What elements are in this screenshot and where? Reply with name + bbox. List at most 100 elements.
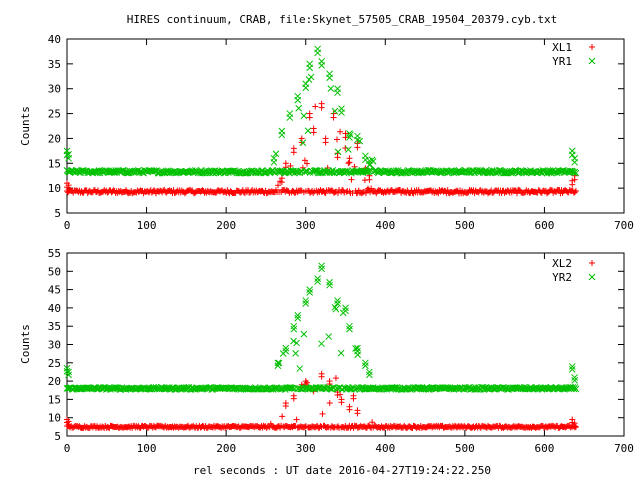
bottom-legend: XL2 YR2 (552, 257, 596, 284)
legend-marker-yr1 (588, 57, 596, 65)
bottom-x-tick-label: 300 (296, 442, 316, 455)
bottom-yr2-point (422, 385, 430, 393)
bottom-yr2-point (63, 364, 71, 372)
top-y-tick-label: 20 (48, 132, 61, 145)
bottom-yr2-point (292, 350, 299, 357)
bottom-yr2-point (294, 311, 302, 319)
bottom-x-tick-label: 0 (64, 442, 71, 455)
top-xl1-point (310, 129, 317, 136)
legend-marker-yr2 (588, 273, 596, 281)
bottom-x-tick-label: 500 (455, 442, 475, 455)
bottom-xl2-point (571, 423, 578, 430)
top-legend-yr1-marker (588, 57, 596, 65)
top-yr1-point (366, 161, 373, 169)
bottom-x-tick-label: 700 (614, 442, 634, 455)
top-xl1-point (362, 190, 369, 197)
top-y-tick-label: 25 (48, 108, 61, 121)
top-yr1-point (286, 114, 294, 121)
top-legend-xl1-marker (589, 44, 595, 50)
bottom-y-tick-label: 15 (48, 393, 61, 406)
top-xl1-point (571, 176, 578, 183)
bottom-yr2-point (331, 303, 339, 311)
bottom-yr2-point (366, 368, 373, 376)
bottom-y-tick-label: 10 (48, 412, 61, 425)
top-data-points (63, 45, 580, 197)
bottom-yr2-point (325, 333, 333, 340)
bottom-xl2-point (326, 400, 333, 407)
legend-label-yr2: YR2 (552, 271, 572, 284)
bottom-yr2-point (290, 322, 298, 330)
bottom-xl2-point (279, 413, 286, 420)
bottom-yr2-point (471, 386, 478, 393)
chart-title: HIRES continuum, CRAB, file:Skynet_57505… (127, 13, 557, 26)
top-x-tick-label: 100 (137, 219, 157, 232)
top-xl1-point (343, 188, 350, 195)
top-yr1-point (299, 139, 307, 147)
bottom-x-tick-label: 400 (375, 442, 395, 455)
top-yr1-point (362, 156, 369, 164)
top-yr1-point (302, 167, 310, 175)
top-xl1-point (306, 114, 313, 121)
top-yr1-point (306, 64, 314, 72)
top-y-tick-label: 5 (54, 207, 61, 220)
bottom-yr2-point (302, 300, 310, 307)
legend-label-xl1: XL1 (552, 41, 572, 54)
top-yr1-point (476, 167, 484, 174)
bottom-yr2-point (362, 362, 369, 370)
bottom-xl2-point (302, 381, 309, 388)
top-xl1-point (278, 179, 285, 186)
bottom-y-tick-label: 30 (48, 339, 61, 352)
legend-marker-xl1 (589, 44, 595, 50)
bottom-yr2-point (428, 384, 436, 391)
bottom-yr2-point (231, 384, 238, 392)
bottom-yr2-point (342, 304, 349, 312)
top-xl1-point (335, 189, 342, 196)
bottom-legend-yr2-marker (588, 273, 596, 281)
bottom-y-tick-label: 20 (48, 375, 61, 388)
top-x-tick-label: 200 (216, 219, 236, 232)
bottom-yr2-point (293, 339, 300, 347)
bottom-yr2-point (306, 286, 314, 293)
bottom-yr2-point (290, 337, 297, 345)
top-yr1-point (304, 127, 312, 135)
x-axis-label: rel seconds : UT date 2016-04-27T19:24:2… (193, 464, 491, 477)
top-x-tick-label: 500 (455, 219, 475, 232)
bottom-yr2-point (255, 385, 262, 393)
top-y-axis-label: Counts (19, 106, 32, 146)
bottom-y-tick-label: 5 (54, 430, 61, 443)
top-xl1-point (330, 114, 337, 121)
bottom-yr2-point (354, 347, 361, 355)
top-xl1-point (318, 104, 325, 111)
top-yr1-point (340, 169, 348, 177)
top-yr1-point (338, 109, 345, 116)
bottom-xl2-point (346, 406, 353, 413)
top-yr1-point (268, 167, 276, 175)
bottom-xl2-point (572, 423, 579, 430)
bottom-yr2-point (354, 344, 361, 352)
bottom-yr2-point (326, 278, 333, 286)
top-yr1-point (343, 167, 351, 175)
bottom-xl2-point (350, 395, 357, 402)
bottom-y-tick-label: 40 (48, 302, 61, 315)
top-xl1-point (301, 157, 308, 164)
bottom-yr2-point (332, 305, 340, 313)
bottom-yr2-point (337, 349, 345, 357)
top-yr1-point (346, 134, 353, 141)
bottom-xl2-point (369, 419, 376, 426)
top-xl1-point (275, 182, 282, 189)
bottom-yr2-point (90, 384, 98, 391)
top-xl1-point (303, 160, 310, 167)
bottom-x-tick-label: 200 (216, 442, 236, 455)
top-x-tick-label: 600 (534, 219, 554, 232)
top-x-tick-label: 700 (614, 219, 634, 232)
bottom-yr2-point (306, 289, 314, 296)
bottom-yr2-point (346, 325, 353, 333)
top-xl1-point (65, 186, 72, 193)
top-xl1-point (366, 176, 373, 183)
bottom-data-points (63, 262, 580, 431)
top-yr1-point (457, 168, 465, 176)
bottom-yr2-point (314, 275, 322, 282)
bottom-xl2-point (282, 402, 289, 409)
top-xl1-point (150, 187, 157, 194)
